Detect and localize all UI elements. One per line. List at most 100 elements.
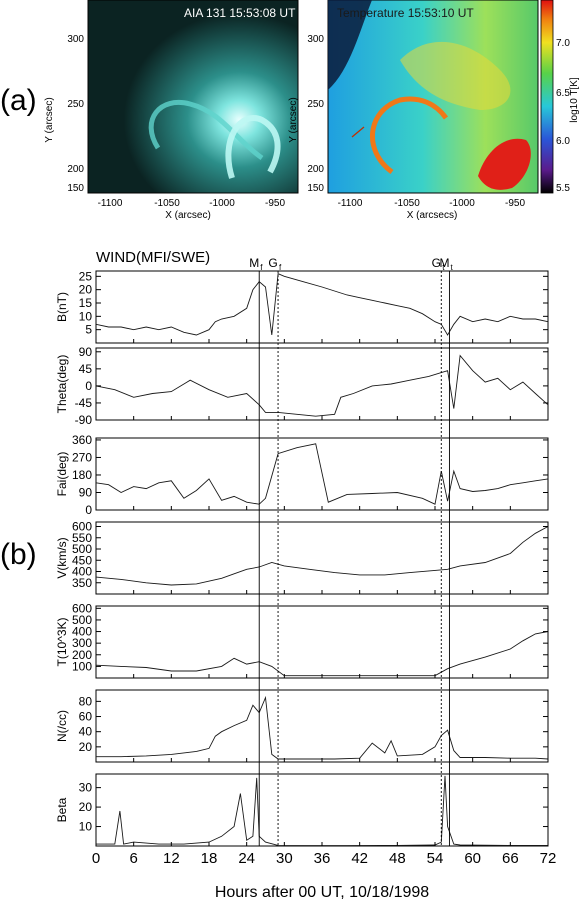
colorbar-tick-2: 6.5: [556, 88, 570, 99]
ytick-label-n-cc-2: 60: [79, 710, 93, 724]
aia-xtick-2: -1050: [154, 198, 180, 209]
ytick-label-fai-deg-1: 90: [79, 485, 93, 499]
xtick-label-8: 48: [389, 850, 406, 867]
ytick-label-n-cc-0: 20: [79, 740, 93, 754]
xtick-label-10: 60: [464, 850, 481, 867]
ytick-label-t-10-3k-4: 500: [72, 613, 92, 627]
ytick-label-t-10-3k-5: 600: [72, 601, 92, 615]
ytick-label-v-km-s-1: 400: [72, 565, 92, 579]
ytick-label-b-nt-0: 5: [85, 323, 92, 337]
temperature-ytick-4: 150: [307, 183, 324, 194]
marker-label-2: G: [432, 256, 441, 270]
panel-frame-beta: [95, 773, 549, 847]
series-line-v-km-s: [95, 526, 549, 586]
ytick-label-b-nt-1: 10: [79, 309, 93, 323]
aia-xtick-3: -1000: [209, 198, 235, 209]
temperature-xtick-2: -1050: [394, 198, 420, 209]
ylabel-n-cc: N(/cc): [55, 710, 69, 742]
temperature-ytick-1: 300: [307, 34, 324, 45]
ytick-label-t-10-3k-2: 300: [72, 636, 92, 650]
temperature-xlabel: X (arcsecs): [407, 210, 458, 221]
panel-frame-theta-deg: [95, 347, 549, 421]
ytick-label-v-km-s-5: 600: [72, 520, 92, 534]
temperature-title: Temperature 15:53:10 UT: [337, 6, 474, 20]
aia-xtick-1: -1100: [98, 198, 123, 209]
temperature-xtick-4: -950: [505, 198, 525, 209]
ytick-label-t-10-3k-3: 400: [72, 625, 92, 639]
wind-time-series-chart: 510152025B(nT)-90-4504590Theta(deg)09018…: [55, 256, 556, 867]
ytick-label-theta-deg-1: -45: [75, 396, 93, 410]
marker-sublabel-3: t: [450, 263, 453, 272]
temperature-yticks: 300 250 200 150: [307, 34, 324, 194]
ylabel-theta-deg: Theta(deg): [55, 355, 69, 414]
temperature-xtick-1: -1100: [338, 198, 363, 209]
xtick-label-1: 6: [129, 850, 137, 867]
aia-xticks: -1100 -1050 -1000 -950: [98, 198, 286, 209]
ylabel-v-km-s: V(km/s): [55, 537, 69, 578]
chart-title: WIND(MFI/SWE): [96, 249, 210, 266]
aia-ytick-1: 300: [67, 34, 84, 45]
aia-ytick-2: 250: [67, 99, 84, 110]
xtick-label-5: 30: [276, 850, 293, 867]
xtick-label-7: 42: [351, 850, 368, 867]
ytick-label-n-cc-1: 40: [79, 725, 93, 739]
series-line-b-nt: [95, 273, 549, 336]
ylabel-b-nt: B(nT): [55, 292, 69, 322]
panel-frame-n-cc: [95, 689, 549, 763]
ytick-label-beta-1: 20: [79, 800, 93, 814]
aia-yticks: 300 250 200 150: [67, 34, 84, 194]
colorbar-ticks: 7.0 6.5 6.0 5.5: [556, 38, 570, 194]
xtick-label-11: 66: [502, 850, 519, 867]
aia-loop-inner: [225, 115, 281, 179]
ytick-label-v-km-s-0: 350: [72, 576, 92, 590]
ytick-label-v-km-s-4: 550: [72, 531, 92, 545]
colorbar: [540, 0, 554, 194]
marker-label-0: M: [249, 256, 259, 270]
ytick-label-theta-deg-4: 90: [79, 345, 93, 359]
temperature-xticks: -1100 -1050 -1000 -950: [338, 198, 526, 209]
ytick-label-theta-deg-2: 0: [85, 379, 92, 393]
series-line-theta-deg: [95, 354, 549, 417]
series-line-t-10-3k: [95, 631, 549, 677]
temperature-hot-region: [478, 138, 531, 190]
ytick-label-fai-deg-4: 360: [72, 433, 92, 447]
aia-title: AIA 131 15:53:08 UT: [184, 6, 296, 20]
panel-beta: 10 20 30 Beta: [55, 773, 549, 847]
aia-loop: [148, 100, 264, 161]
ytick-label-t-10-3k-0: 100: [72, 659, 92, 673]
temperature-warm-band: [400, 41, 511, 110]
xtick-label-9: 54: [427, 850, 444, 867]
xtick-label-12: 72: [540, 850, 557, 867]
xtick-label-4: 24: [238, 850, 255, 867]
panel-theta-deg: -90 -45 0 45 90 Theta(deg): [55, 345, 549, 427]
colorbar-tick-1: 7.0: [556, 38, 570, 49]
ytick-label-t-10-3k-1: 200: [72, 648, 92, 662]
ytick-label-beta-2: 30: [79, 781, 93, 795]
ytick-label-n-cc-3: 80: [79, 694, 93, 708]
x-axis-label: Hours after 00 UT, 10/18/1998: [215, 884, 429, 900]
marker-label-3: M: [439, 256, 449, 270]
marker-sublabel-0: f: [260, 263, 263, 272]
panel-label-b: (b): [0, 538, 37, 571]
aia-ylabel: Y (arcsec): [44, 97, 55, 142]
xtick-label-2: 12: [163, 850, 180, 867]
aia-ytick-4: 150: [67, 183, 84, 194]
panel-label-a: (a): [0, 84, 37, 117]
temperature-loop: [369, 96, 449, 175]
colorbar-label: log10 T[K]: [569, 77, 580, 123]
temperature-image-panel: Temperature 15:53:10 UT Y (arcsec) 300 2…: [288, 0, 580, 221]
temperature-arrow: [351, 126, 365, 138]
temperature-ytick-2: 250: [307, 99, 324, 110]
ytick-label-fai-deg-0: 0: [85, 503, 92, 517]
marker-label-1: G: [268, 256, 277, 270]
ytick-label-b-nt-4: 25: [79, 269, 93, 283]
ytick-label-beta-0: 10: [79, 820, 93, 834]
series-line-beta: [96, 775, 548, 847]
colorbar-tick-3: 6.0: [556, 136, 570, 147]
ytick-label-fai-deg-3: 270: [72, 450, 92, 464]
